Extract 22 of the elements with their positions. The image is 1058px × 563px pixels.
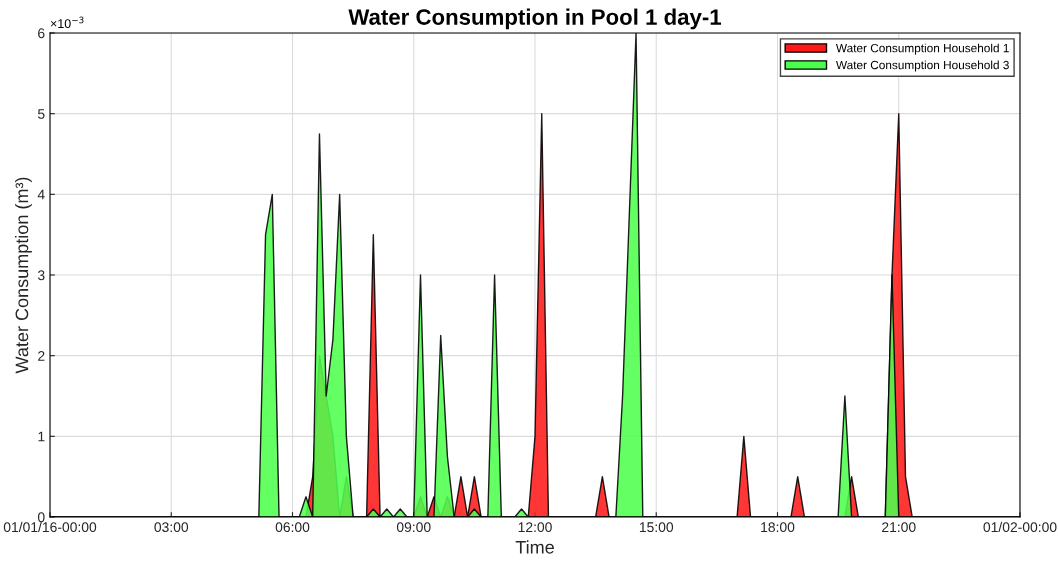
- y-tick-label: 2: [38, 351, 45, 361]
- y-tick-label: 1: [38, 431, 45, 442]
- y-tick-label: 4: [37, 189, 45, 200]
- y-tick-label: 6: [38, 28, 45, 39]
- x-tick-label: 01/01/16-00:00: [3, 521, 97, 533]
- x-tick-label: 01/02-00:00: [983, 521, 1057, 533]
- y-axis-title: Water Consumption (m³): [15, 177, 32, 374]
- y-tick-label: 5: [37, 109, 45, 119]
- x-tick-label: 06:00: [275, 522, 310, 533]
- legend-label: Water Consumption Household 3: [835, 60, 1009, 72]
- x-tick-label: 12:00: [518, 522, 552, 533]
- text: ×10$^{−3}$: [50, 16, 84, 29]
- x-tick-label: 15:00: [639, 522, 674, 533]
- legend-label: Water Consumption Household 1: [835, 43, 1009, 55]
- x-tick-label: 18:00: [761, 522, 795, 533]
- x-axis-title: Time: [515, 540, 554, 554]
- y-tick-label: 3: [37, 270, 45, 281]
- y-tick-label: 0: [37, 512, 45, 523]
- x-tick-label: 03:00: [154, 522, 189, 533]
- x-tick-label: 21:00: [882, 522, 916, 533]
- x-tick-label: 09:00: [396, 522, 431, 533]
- chart-title: Water Consumption in Pool 1 day-1: [348, 8, 722, 30]
